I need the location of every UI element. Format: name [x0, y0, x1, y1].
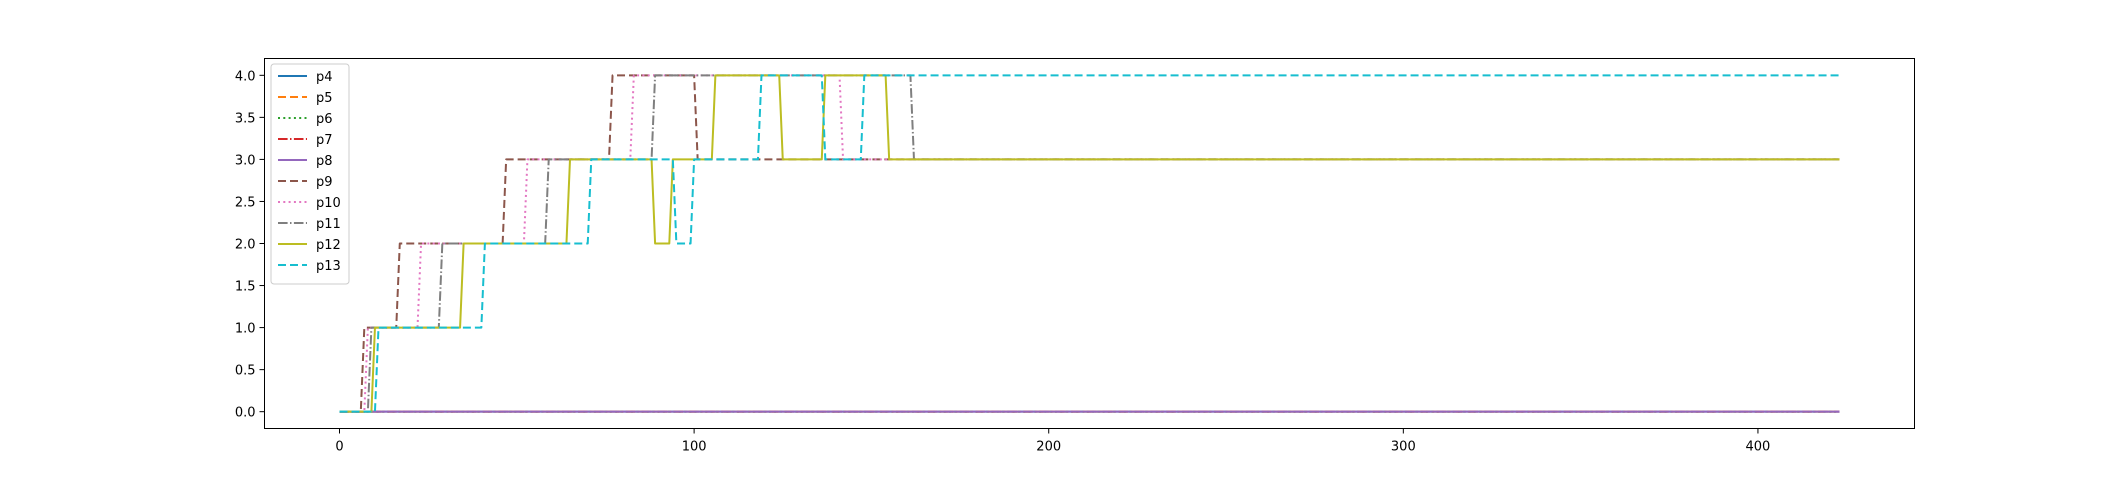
y-tick-label: 2.0	[235, 238, 256, 253]
series-line-p10	[339, 74, 1840, 413]
series-line-p13	[339, 74, 1840, 413]
legend-label-p6: p6	[316, 112, 333, 127]
x-tick-label: 200	[1036, 440, 1061, 455]
y-tick-label: 4.0	[235, 69, 256, 84]
legend-label-p9: p9	[316, 175, 333, 190]
y-tick-label: 3.5	[235, 111, 256, 126]
y-tick-label: 2.5	[235, 195, 256, 210]
legend-label-p5: p5	[316, 91, 333, 106]
legend-label-p13: p13	[316, 259, 341, 274]
y-tick-label: 3.0	[235, 153, 256, 168]
x-axis: 0 100 200 300 400	[335, 428, 1771, 455]
legend: p4 p5 p6 p7 p8 p9 p10 p11 p12 p13	[270, 63, 350, 285]
y-axis: 0.0 0.5 1.0 1.5 2.0 2.5 3.0 3.5 4.0	[235, 69, 265, 421]
series-line-p11	[339, 74, 1840, 413]
x-tick-label: 400	[1746, 440, 1771, 455]
x-tick-label: 0	[335, 440, 343, 455]
x-tick-label: 300	[1391, 440, 1416, 455]
y-tick-label: 1.5	[235, 280, 256, 295]
x-tick-label: 100	[682, 440, 707, 455]
legend-label-p7: p7	[316, 133, 333, 148]
series-layer	[339, 74, 1840, 413]
legend-label-p8: p8	[316, 154, 333, 169]
y-tick-label: 1.0	[235, 322, 256, 337]
legend-label-p11: p11	[316, 217, 341, 232]
legend-label-p12: p12	[316, 238, 341, 253]
series-line-p9	[339, 74, 1840, 413]
y-tick-label: 0.0	[235, 406, 256, 421]
series-line-p12	[339, 74, 1840, 413]
y-tick-label: 0.5	[235, 364, 256, 379]
legend-label-p4: p4	[316, 70, 333, 85]
legend-label-p10: p10	[316, 196, 341, 211]
